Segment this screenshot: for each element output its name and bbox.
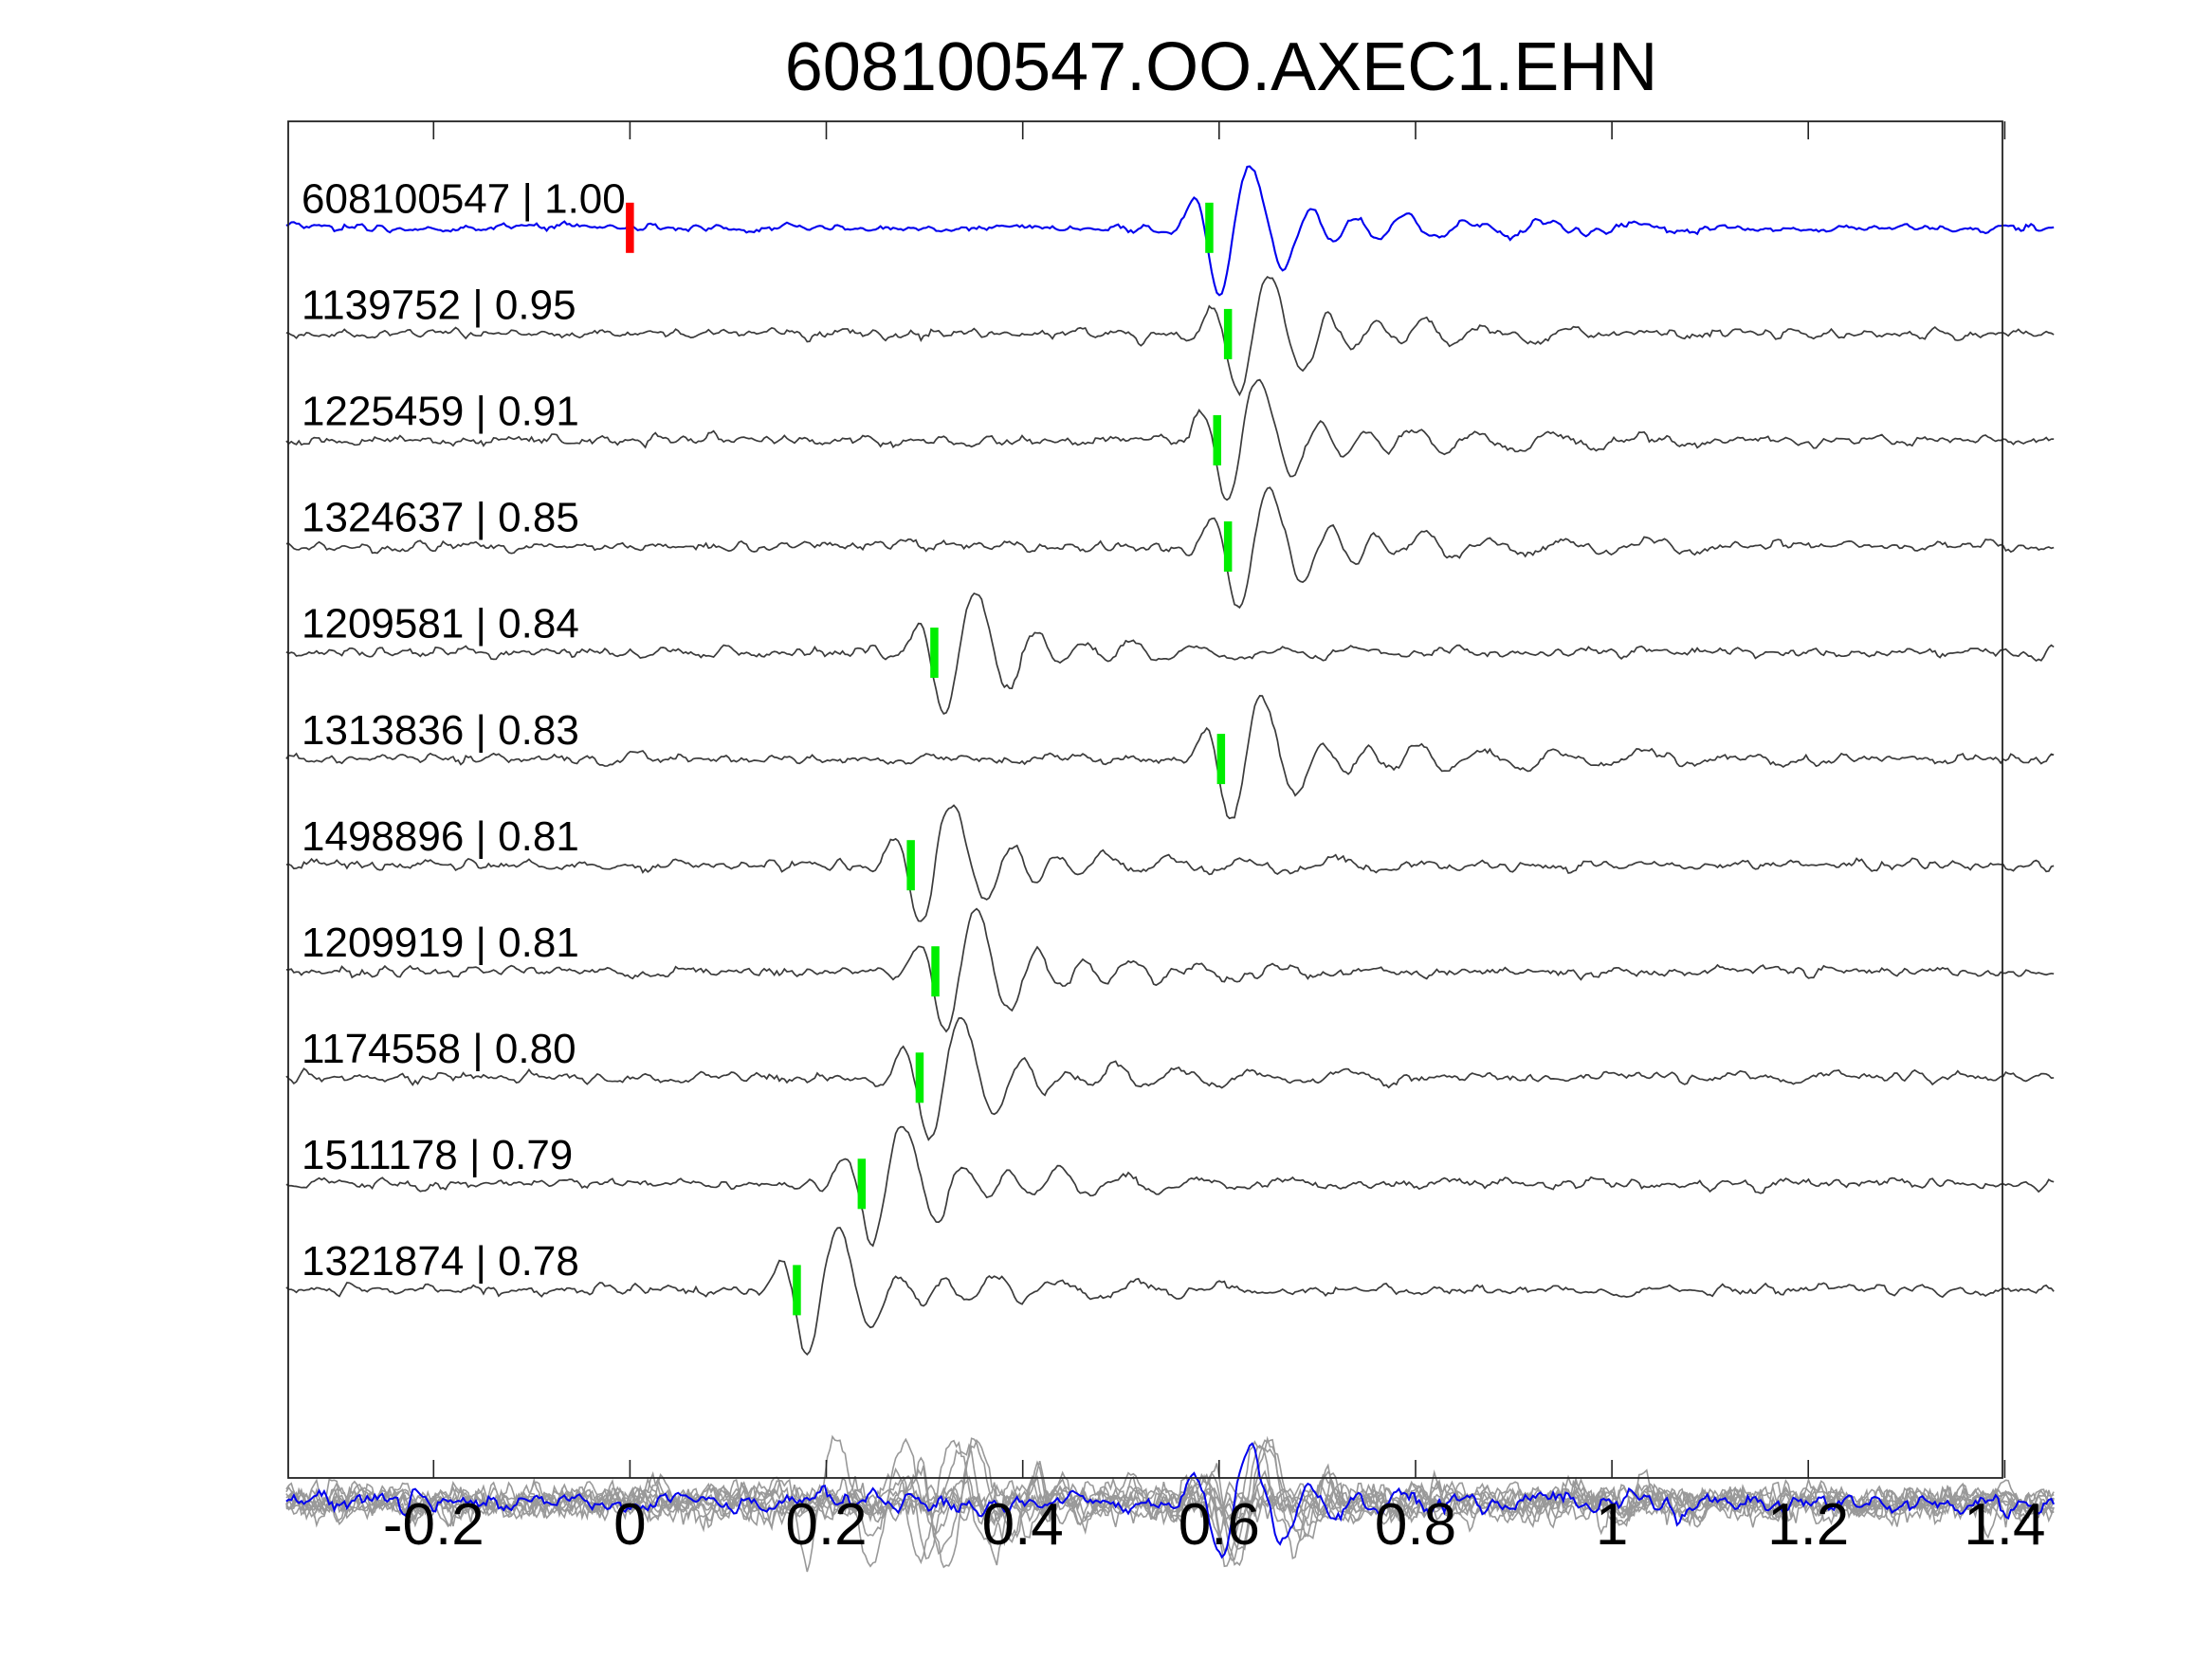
svg-text:0.4: 0.4 [982,1492,1064,1558]
svg-text:608100547.OO.AXEC1.EHN: 608100547.OO.AXEC1.EHN [785,29,1658,105]
svg-text:1174558 | 0.80: 1174558 | 0.80 [302,1026,576,1072]
svg-text:1.2: 1.2 [1767,1492,1849,1558]
svg-text:0: 0 [613,1492,646,1558]
svg-text:608100547 | 1.00: 608100547 | 1.00 [302,176,626,223]
svg-text:-0.2: -0.2 [383,1492,484,1558]
svg-text:1498896 | 0.81: 1498896 | 0.81 [302,813,579,860]
svg-text:1209581 | 0.84: 1209581 | 0.84 [302,601,579,647]
svg-text:1.4: 1.4 [1964,1492,2045,1558]
svg-text:1209919 | 0.81: 1209919 | 0.81 [302,920,579,966]
svg-text:1511178 | 0.79: 1511178 | 0.79 [302,1132,573,1178]
svg-text:0.8: 0.8 [1375,1492,1456,1558]
svg-text:1324637 | 0.85: 1324637 | 0.85 [302,495,579,541]
svg-text:0.2: 0.2 [785,1492,867,1558]
svg-text:1225459 | 0.91: 1225459 | 0.91 [302,389,579,435]
svg-text:1313836 | 0.83: 1313836 | 0.83 [302,707,579,754]
svg-text:1321874 | 0.78: 1321874 | 0.78 [302,1238,579,1285]
svg-text:1: 1 [1596,1492,1628,1558]
svg-text:0.6: 0.6 [1179,1492,1260,1558]
svg-text:1139752 | 0.95: 1139752 | 0.95 [302,283,576,329]
